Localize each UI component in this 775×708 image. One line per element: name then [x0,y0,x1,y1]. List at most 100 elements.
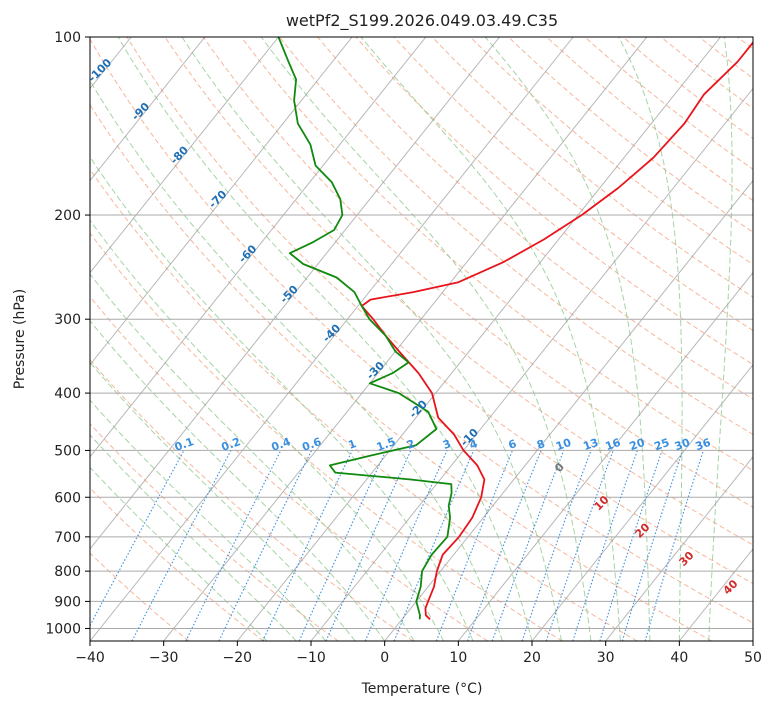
dry-adiabat-line [90,168,638,641]
x-tick-label: 20 [523,650,541,666]
dry-adiabat-line [355,37,753,366]
mixing-ratio-line [621,450,684,641]
mixing-ratio-label: 8 [535,437,547,452]
moist-adiabat-line [708,37,733,641]
mixing-ratio-label: 30 [673,436,692,454]
moist-adiabat-line [181,37,562,641]
dry-adiabat-line [240,37,753,472]
plot-frame [89,36,754,642]
moist-adiabat-line [90,320,386,641]
mixing-ratio-label: 1.5 [375,435,398,454]
x-tick-label: −40 [75,650,105,666]
x-tick-label: 50 [744,650,762,666]
mixing-ratio-line [545,450,614,641]
dry-adiabat-line [90,295,488,641]
mixing-ratio-label: 3 [441,437,453,452]
dry-adiabat-line [90,422,339,641]
mixing-ratio-line [298,450,387,641]
isotherm-line [90,37,500,550]
mixing-ratio-label: 1 [347,437,359,452]
mixing-ratio-line [90,450,185,627]
x-axis-ticks: −40 −30 −20 −10 0 10 20 30 40 50 [75,641,762,666]
isotherm-line [531,363,753,641]
moist-adiabat-line [90,399,327,641]
isotherm-line [236,37,721,641]
dry-adiabat-line [90,552,190,641]
dry-adiabat-line [90,104,712,641]
mixing-ratio-label: 13 [581,436,600,453]
isotherm-line [384,179,753,641]
isotherm-line [163,37,648,641]
y-axis-label: Pressure (hPa) [12,289,28,389]
isotherm-line [90,37,574,641]
moist-adiabat-line [90,156,474,641]
moist-adiabat-line [90,361,356,641]
mixing-ratio-line [262,450,353,641]
y-tick-label: 800 [54,564,81,580]
x-tick-label: 40 [670,650,688,666]
moist-adiabat-line [260,37,592,641]
mixing-ratio-label: 25 [652,436,671,453]
mixing-ratio-line [435,450,514,641]
mixing-ratio-line [218,450,313,641]
mixing-ratio-line [364,450,448,641]
x-tick-label: 0 [380,650,389,666]
dry-adiabat-line [279,37,753,436]
moist-adiabat-line [90,219,445,641]
x-axis-label: Temperature (°C) [361,681,483,697]
x-tick-label: −10 [296,650,326,666]
isotherm-line [605,456,753,641]
temperature-line [360,41,753,620]
dry-adiabat-line [90,487,264,641]
y-tick-label: 100 [54,30,81,46]
mixing-ratio-line [491,450,565,641]
mixing-ratio-line [572,450,638,641]
moist-adiabat-line [618,37,683,641]
mixing-ratio-label: 10 [554,436,573,454]
mixing-ratio-line [131,450,232,641]
isotherm-line [90,37,353,366]
y-tick-label: 900 [54,594,81,610]
mixing-ratio-label: 16 [604,436,623,454]
dry-adiabat-line [431,37,753,298]
mixing-ratio-label: 36 [694,436,713,454]
mixing-ratio-line [185,450,282,641]
mixing-ratio-line [599,450,663,641]
x-tick-label: −30 [149,650,179,666]
y-tick-label: 700 [54,530,81,546]
isotherm-line [90,37,279,274]
dry-adiabat-line [202,37,753,508]
dry-adiabat-line [90,38,753,624]
isotherm-line [90,37,427,458]
mixing-ratio-line [325,450,412,641]
y-tick-label: 1000 [45,621,81,637]
y-tick-label: 500 [54,443,81,459]
y-tick-label: 400 [54,386,81,402]
mixing-ratio-line [521,450,592,641]
isotherm-line [310,87,753,641]
moist-adiabat-line [117,37,533,641]
isotherm-line [457,271,753,641]
y-tick-label: 300 [54,312,81,328]
profile-lines [277,37,753,620]
background-lines [90,37,753,641]
mixing-ratio-label: 0.6 [300,435,323,454]
mixing-ratio-label: 4 [468,437,480,452]
x-tick-label: −20 [223,650,253,666]
mixing-ratio-label: 2 [405,437,417,452]
dewpoint-line [277,37,453,620]
x-tick-label: 30 [597,650,615,666]
moist-adiabat-line [360,37,621,641]
mixing-ratio-label: 0.2 [220,435,243,454]
y-tick-label: 600 [54,490,81,506]
isotherm-line [90,37,206,182]
mixing-ratio-label: 6 [507,437,519,452]
y-tick-label: 200 [54,208,81,224]
moist-adiabat-line [484,37,651,641]
mixing-ratio-label: 20 [628,436,647,454]
dry-adiabat-line [393,37,753,332]
moist-adiabat-line [90,79,503,641]
chart-title: wetPf2_S199.2026.049.03.49.C35 [286,11,558,31]
mixing-ratio-label: 0.4 [270,435,293,454]
moist-adiabat-line [90,466,268,641]
